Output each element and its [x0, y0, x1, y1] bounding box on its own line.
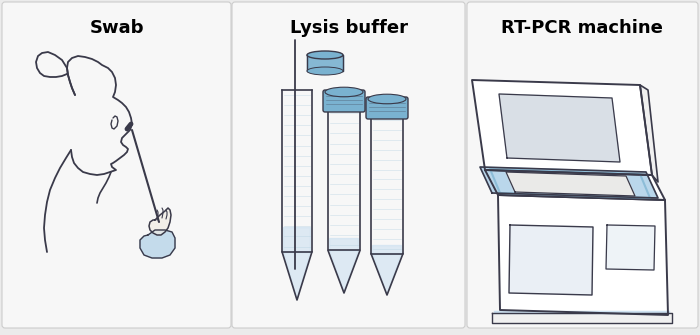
- Ellipse shape: [307, 67, 343, 75]
- Polygon shape: [140, 230, 175, 258]
- Polygon shape: [480, 167, 658, 198]
- Polygon shape: [149, 208, 171, 235]
- Polygon shape: [640, 85, 658, 182]
- Polygon shape: [284, 252, 311, 300]
- Polygon shape: [472, 80, 652, 175]
- FancyBboxPatch shape: [2, 2, 231, 328]
- Polygon shape: [307, 55, 343, 71]
- Ellipse shape: [325, 87, 363, 97]
- Polygon shape: [606, 225, 655, 270]
- Polygon shape: [506, 172, 635, 196]
- Polygon shape: [330, 238, 358, 251]
- Ellipse shape: [307, 51, 343, 59]
- Polygon shape: [330, 251, 358, 293]
- FancyBboxPatch shape: [323, 90, 365, 112]
- Text: Swab: Swab: [90, 19, 144, 37]
- Polygon shape: [499, 94, 620, 162]
- FancyBboxPatch shape: [467, 2, 698, 328]
- Ellipse shape: [368, 94, 406, 104]
- Polygon shape: [498, 195, 668, 315]
- FancyBboxPatch shape: [232, 2, 465, 328]
- Polygon shape: [372, 245, 402, 254]
- FancyBboxPatch shape: [366, 97, 408, 119]
- Text: Lysis buffer: Lysis buffer: [290, 19, 408, 37]
- Text: RT-PCR machine: RT-PCR machine: [501, 19, 663, 37]
- Polygon shape: [284, 226, 311, 252]
- Polygon shape: [492, 313, 672, 323]
- Polygon shape: [509, 225, 593, 295]
- Polygon shape: [485, 170, 665, 200]
- Polygon shape: [372, 254, 402, 295]
